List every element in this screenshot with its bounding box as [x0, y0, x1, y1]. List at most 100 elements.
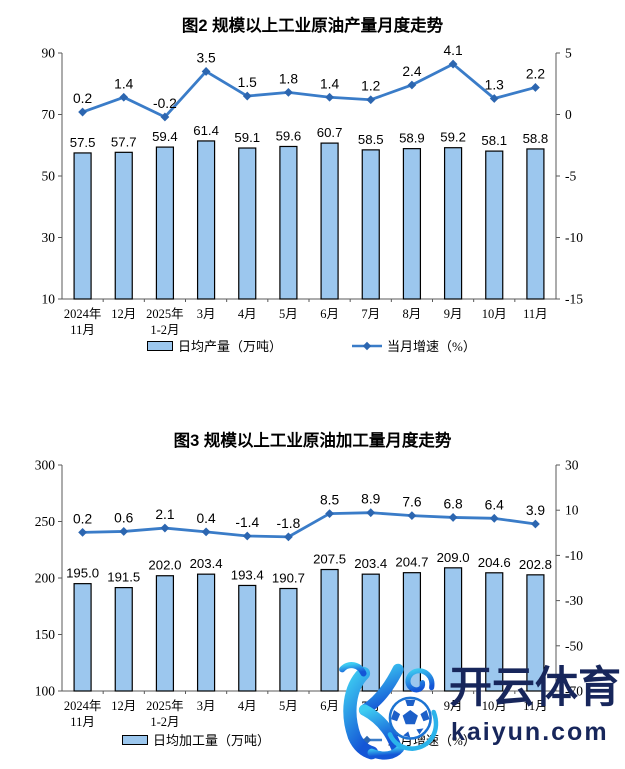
line-series-swatch — [352, 735, 382, 744]
bar-value-label: 203.4 — [190, 556, 223, 571]
bar — [320, 142, 339, 300]
bar — [155, 146, 175, 300]
line-value-label: 1.5 — [238, 75, 258, 90]
left-axis-tick-label: 200 — [35, 571, 56, 586]
line-marker — [119, 527, 129, 536]
bar — [320, 568, 339, 692]
line-value-label: -0.2 — [153, 96, 177, 111]
line-marker — [325, 509, 334, 518]
bar — [526, 148, 545, 300]
bar — [73, 583, 92, 692]
bar-value-label: 58.1 — [481, 133, 507, 148]
right-axis-tick-label: -10 — [565, 548, 583, 563]
bar-value-label: 202.0 — [148, 558, 181, 573]
left-axis-tick-label: 90 — [42, 46, 56, 61]
right-axis-tick-label: 30 — [565, 458, 579, 473]
line-marker — [201, 527, 211, 537]
x-axis-label: 2025年 — [146, 307, 184, 321]
bar-value-label: 195.0 — [66, 566, 99, 581]
x-axis-label: 5月 — [279, 699, 298, 713]
x-axis-label: 11月 — [523, 699, 548, 713]
left-axis-tick-label: 150 — [35, 627, 56, 642]
x-axis-label: 6月 — [320, 307, 339, 321]
line-value-label: 1.2 — [361, 79, 380, 94]
bar-value-label: 209.0 — [437, 550, 470, 565]
line-series-label: 当月增速（%） — [387, 339, 476, 354]
line-value-label: 2.2 — [526, 66, 545, 81]
bar — [443, 147, 463, 300]
x-axis-label: 11月 — [70, 715, 95, 729]
line-marker — [531, 83, 540, 92]
right-axis-tick-label: -10 — [565, 230, 583, 245]
left-axis-tick-label: 50 — [42, 169, 56, 184]
chart3-title: 图3 规模以上工业原油加工量月度走势 — [173, 432, 452, 450]
x-axis-label: 10月 — [482, 699, 507, 713]
bar — [443, 567, 463, 692]
line-marker — [284, 87, 293, 97]
line-marker — [201, 67, 211, 76]
left-axis-tick-label: 250 — [35, 514, 56, 529]
bar-value-label: 204.7 — [395, 555, 428, 570]
oil-processing-chart: 图3 规模以上工业原油加工量月度走势 300 250 200 150 100 30 10 -1… — [0, 400, 625, 769]
growth-line — [82, 511, 536, 539]
legend-item-line-series: 当月增速（%） — [352, 336, 476, 355]
bar-value-label: 61.4 — [193, 123, 219, 138]
x-axis-label: 12月 — [111, 307, 136, 321]
x-axis-label: 2024年 — [64, 699, 102, 713]
growth-line — [82, 62, 536, 119]
bar — [73, 152, 92, 300]
bar — [485, 572, 504, 692]
x-axis-label: 3月 — [197, 699, 216, 713]
legend-item-line-series: 当月增速（%） — [352, 730, 476, 749]
x-axis-label: 10月 — [482, 307, 507, 321]
line-value-label: 0.2 — [73, 511, 92, 526]
bar-value-label: 59.2 — [440, 130, 466, 145]
line-marker — [407, 511, 417, 521]
bar-value-label: 203.4 — [354, 556, 387, 571]
line-marker — [242, 91, 252, 101]
bar — [402, 148, 422, 300]
line-series-swatch — [352, 341, 382, 350]
bar — [485, 150, 504, 300]
line-value-label: -1.8 — [277, 516, 301, 531]
bar-series-label: 日均加工量（万吨） — [153, 733, 271, 748]
line-marker — [366, 95, 376, 105]
line-value-label: 8.9 — [361, 492, 381, 507]
right-axis-tick-label: 5 — [565, 46, 572, 61]
line-marker — [531, 519, 540, 529]
x-axis-label: 9月 — [444, 307, 463, 321]
line-value-label: 3.9 — [526, 503, 546, 518]
x-axis-label: 2024年 — [64, 307, 102, 321]
oil-production-chart: 图2 规模以上工业原油产量月度走势 90 70 50 30 10 5 0 -5 -10 -15 57… — [0, 0, 625, 380]
bar-value-label: 191.5 — [107, 570, 140, 585]
bar — [402, 572, 422, 692]
line-value-label: 6.8 — [443, 496, 463, 511]
chart2-title: 图2 规模以上工业原油产量月度走势 — [181, 17, 444, 35]
bar-series-label: 日均产量（万吨） — [178, 339, 283, 354]
bar — [238, 584, 257, 692]
x-axis-label: 11月 — [523, 307, 548, 321]
bar — [155, 575, 175, 692]
line-value-label: 2.4 — [402, 64, 422, 79]
legend-item-bar-series: 日均产量（万吨） — [147, 336, 282, 355]
left-axis-tick-label: 300 — [35, 458, 56, 473]
line-value-label: 6.4 — [485, 497, 505, 512]
bar-value-label: 202.8 — [519, 557, 552, 572]
right-axis-tick-label: -30 — [565, 593, 583, 608]
legend-item-bar-series: 日均加工量（万吨） — [122, 730, 270, 749]
line-value-label: 8.5 — [320, 493, 340, 508]
x-axis-label: 2025年 — [146, 699, 184, 713]
bar — [526, 574, 545, 692]
x-axis-label: 11月 — [70, 323, 95, 337]
bar-value-label: 58.9 — [399, 131, 425, 146]
x-axis-label: 1-2月 — [150, 323, 179, 337]
chart3-plot-area: 300 250 200 150 100 30 10 -10 -30 -50 -70 195.0 191.… — [35, 458, 583, 730]
bar — [238, 147, 257, 300]
bar-value-label: 59.6 — [276, 128, 302, 143]
right-axis-tick-label: 0 — [565, 107, 572, 122]
line-marker — [366, 508, 376, 518]
bar-value-label: 57.7 — [111, 134, 137, 149]
bar — [196, 140, 216, 300]
right-axis-tick-label: -70 — [565, 684, 583, 699]
line-value-label: 3.5 — [196, 50, 216, 65]
